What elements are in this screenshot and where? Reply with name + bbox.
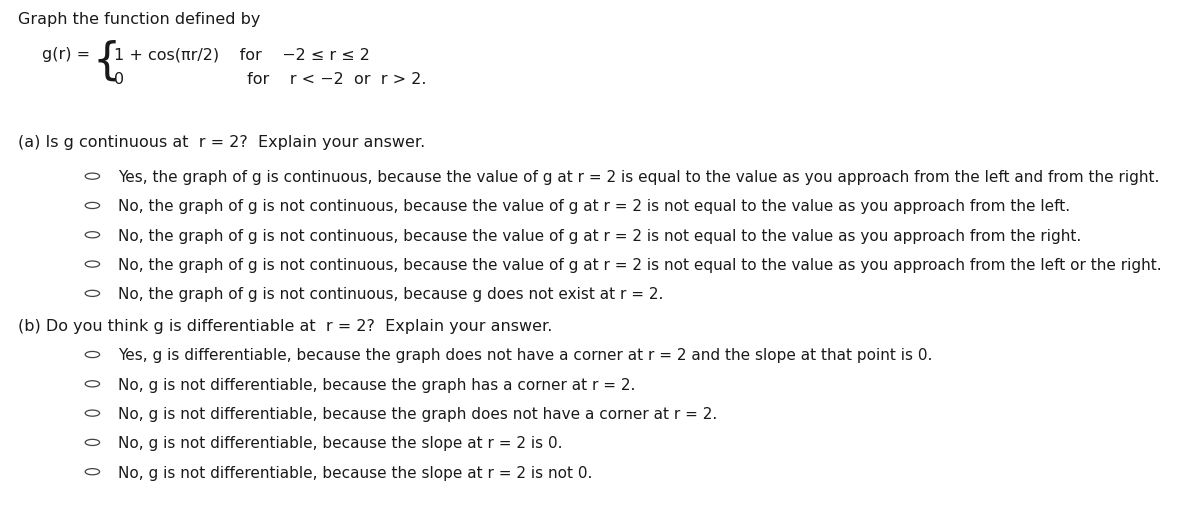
Text: No, g is not differentiable, because the graph has a corner at r = 2.: No, g is not differentiable, because the… [118,378,635,393]
Text: No, the graph of g is not continuous, because the value of g at r = 2 is not equ: No, the graph of g is not continuous, be… [118,199,1069,214]
Text: g(r) =: g(r) = [42,47,90,62]
Text: (a) Is g continuous at  r = 2?  Explain your answer.: (a) Is g continuous at r = 2? Explain yo… [18,135,425,150]
Text: No, g is not differentiable, because the graph does not have a corner at r = 2.: No, g is not differentiable, because the… [118,407,716,422]
Text: Yes, the graph of g is continuous, because the value of g at r = 2 is equal to t: Yes, the graph of g is continuous, becau… [118,170,1159,185]
Text: 0                        for    r < −2  or  r > 2.: 0 for r < −2 or r > 2. [114,72,426,87]
Text: (b) Do you think g is differentiable at  r = 2?  Explain your answer.: (b) Do you think g is differentiable at … [18,319,552,334]
Text: 1 + cos(πr/2)    for    −2 ≤ r ≤ 2: 1 + cos(πr/2) for −2 ≤ r ≤ 2 [114,47,370,62]
Text: No, the graph of g is not continuous, because the value of g at r = 2 is not equ: No, the graph of g is not continuous, be… [118,258,1162,273]
Text: No, the graph of g is not continuous, because g does not exist at r = 2.: No, the graph of g is not continuous, be… [118,287,662,302]
Text: No, g is not differentiable, because the slope at r = 2 is 0.: No, g is not differentiable, because the… [118,436,562,451]
Text: No, g is not differentiable, because the slope at r = 2 is not 0.: No, g is not differentiable, because the… [118,466,592,481]
Text: No, the graph of g is not continuous, because the value of g at r = 2 is not equ: No, the graph of g is not continuous, be… [118,229,1081,244]
Text: Yes, g is differentiable, because the graph does not have a corner at r = 2 and : Yes, g is differentiable, because the gr… [118,348,932,363]
Text: {: { [92,39,121,82]
Text: Graph the function defined by: Graph the function defined by [18,12,260,27]
